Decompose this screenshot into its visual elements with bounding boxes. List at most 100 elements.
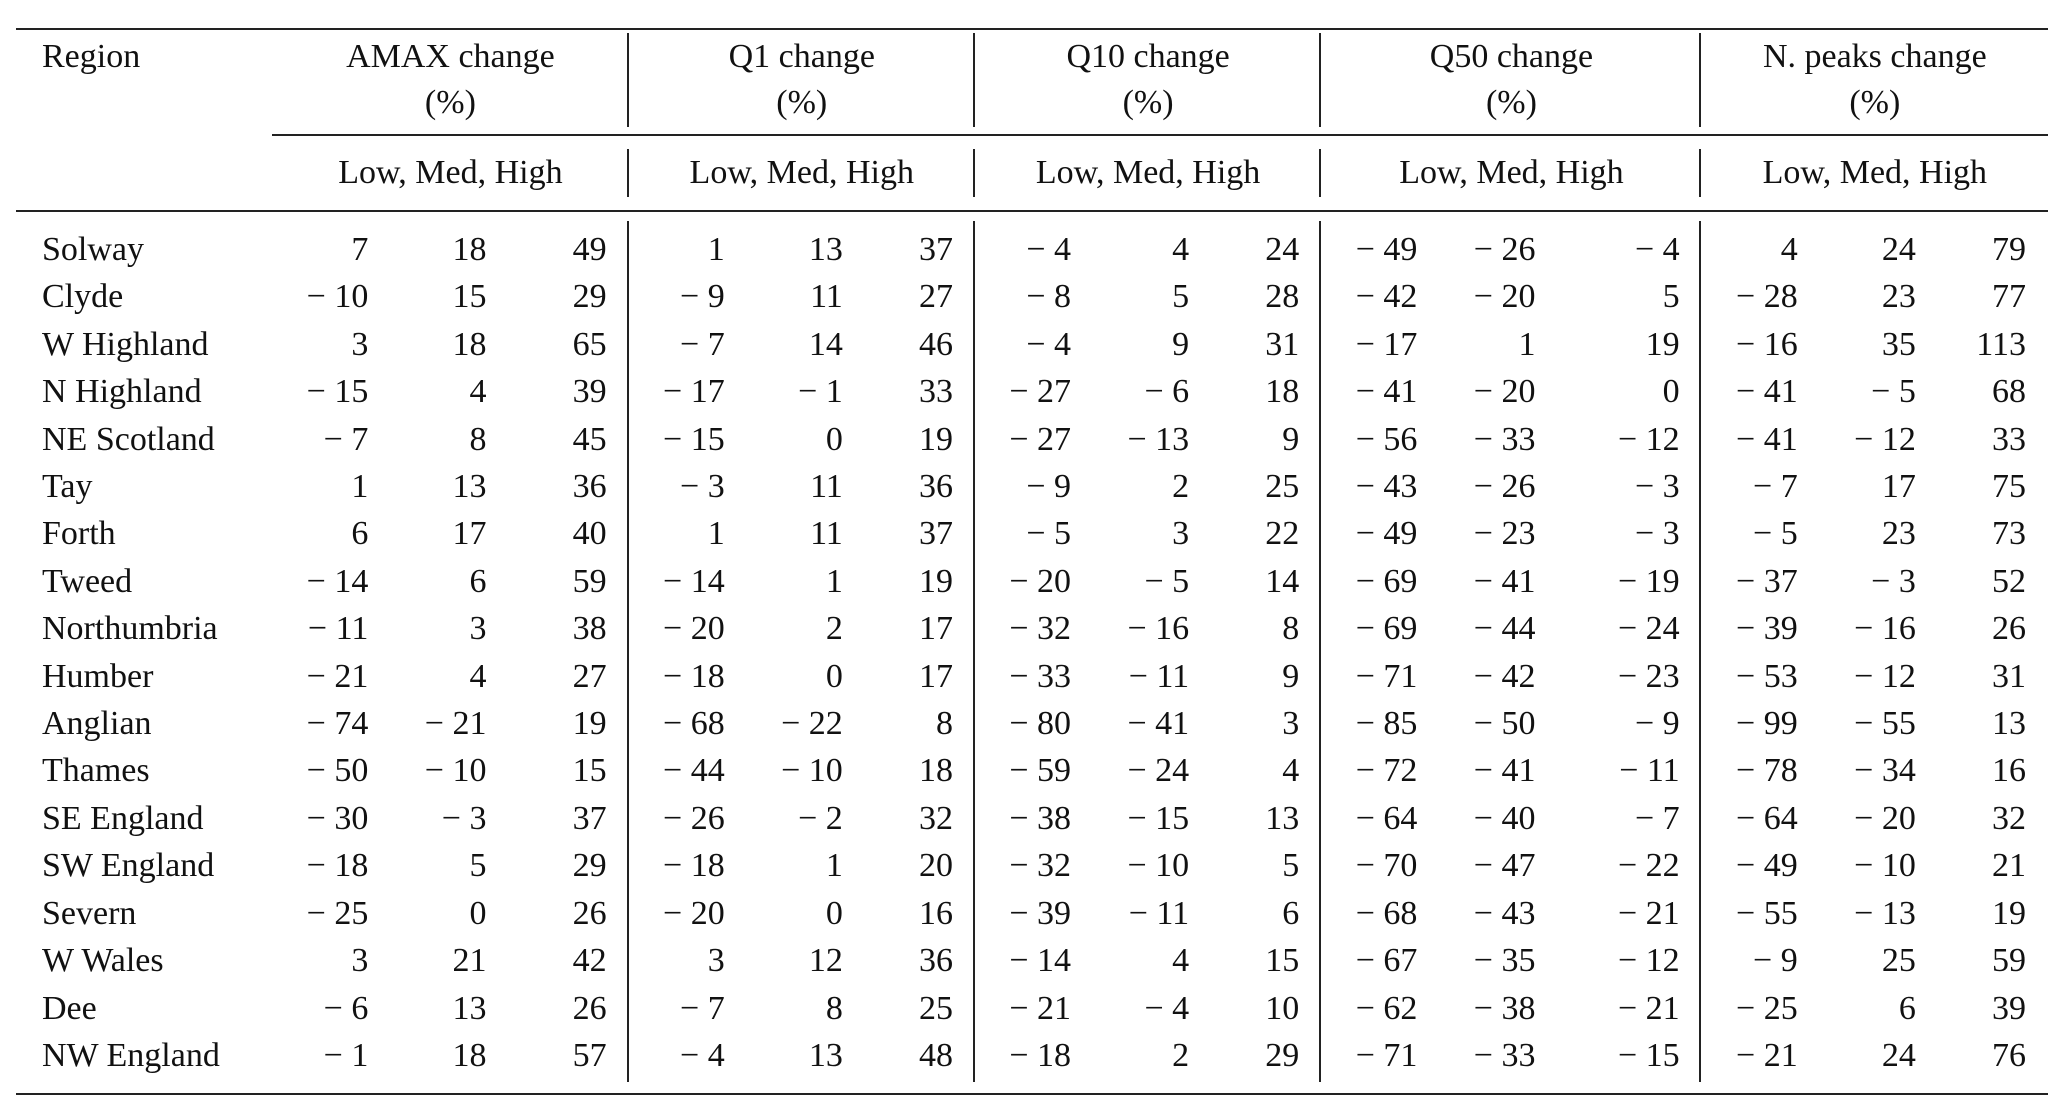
value-cell: 21	[1992, 847, 2026, 885]
value-cell: 31	[1992, 657, 2026, 695]
value-cell: 26	[572, 989, 607, 1027]
value-cell: − 69	[1355, 610, 1418, 648]
value-cell: 14	[1265, 562, 1300, 600]
value-cell: 3	[351, 325, 369, 363]
value-cell: − 7	[1634, 799, 1680, 837]
value-cell: − 33	[1473, 420, 1536, 458]
value-cell: − 12	[1617, 942, 1680, 980]
value-cell: 32	[1992, 799, 2026, 837]
value-cell: 32	[918, 799, 953, 837]
value-cell: − 12	[1854, 657, 1916, 695]
value-cell: 2	[1172, 1036, 1190, 1074]
value-cell: − 5	[1871, 373, 1916, 411]
value-cell: − 21	[1009, 989, 1072, 1027]
value-cell: 3	[707, 942, 725, 980]
value-cell: − 13	[1127, 420, 1190, 458]
value-cell: 15	[1265, 942, 1300, 980]
value-cell: − 15	[306, 373, 369, 411]
value-cell: 38	[572, 610, 607, 648]
subheader-q10: Low, Med, High	[1035, 154, 1261, 191]
group-header-q1: Q1 change (%)	[628, 29, 975, 136]
table-body: Solway 7 18 49 1 13 37− 4 4 24− 49− 26− 4 4 24 79 Cl…	[16, 211, 2048, 1095]
value-cell: − 23	[1617, 657, 1680, 695]
group-header-unit: (%)	[776, 84, 828, 121]
value-cell: 68	[1992, 373, 2026, 411]
group-header-unit: (%)	[1485, 84, 1537, 121]
value-cell: − 85	[1355, 705, 1418, 743]
value-cell: − 17	[1355, 325, 1418, 363]
value-cell: 8	[825, 989, 843, 1027]
value-cell: 18	[918, 752, 953, 790]
value-cell: − 67	[1355, 942, 1418, 980]
value-cell: 13	[452, 989, 487, 1027]
value-cell: − 11	[1128, 894, 1190, 932]
value-cell: − 14	[663, 562, 725, 600]
value-cell: 25	[1265, 468, 1300, 506]
value-cell: − 35	[1473, 942, 1536, 980]
subheader-npeaks: Low, Med, High	[1762, 154, 1988, 191]
value-cell: 5	[1172, 278, 1190, 316]
value-cell: 13	[452, 468, 487, 506]
value-cell: 73	[1992, 515, 2026, 553]
value-cell: − 71	[1355, 657, 1418, 695]
value-cell: − 22	[1617, 847, 1680, 885]
column-group-separator	[1319, 149, 1321, 197]
value-cell: − 7	[680, 989, 725, 1027]
value-cell: − 33	[1473, 1036, 1536, 1074]
value-cell: 48	[918, 1036, 953, 1074]
value-cell: − 24	[1617, 610, 1680, 648]
value-cell: − 78	[1736, 752, 1798, 790]
value-cell: − 23	[1473, 515, 1536, 553]
value-cell: 65	[572, 325, 607, 363]
value-cell: 36	[572, 468, 607, 506]
value-cell: 0	[825, 894, 843, 932]
value-cell: 59	[572, 562, 607, 600]
region-cell: SE England	[42, 799, 204, 837]
value-cell: − 7	[1753, 468, 1798, 506]
value-cell: − 9	[1634, 705, 1680, 743]
region-cell: Northumbria	[42, 610, 218, 648]
value-cell: 15	[452, 278, 487, 316]
value-cell: − 3	[1634, 468, 1680, 506]
value-cell: − 72	[1355, 752, 1418, 790]
region-cell: Clyde	[42, 278, 124, 316]
value-cell: − 41	[1736, 420, 1798, 458]
value-cell: − 50	[1473, 705, 1536, 743]
value-cell: 6	[1898, 989, 1916, 1027]
value-cell: − 8	[1026, 278, 1072, 316]
value-cell: − 18	[663, 847, 725, 885]
value-cell: − 64	[1736, 799, 1798, 837]
value-cell: − 6	[323, 989, 369, 1027]
value-cell: − 80	[1009, 705, 1072, 743]
value-cell: − 18	[1009, 1036, 1072, 1074]
value-cell: − 1	[798, 373, 843, 411]
value-cell: − 10	[1127, 847, 1190, 885]
value-cell: 2	[825, 610, 843, 648]
value-cell: − 44	[1473, 610, 1536, 648]
group-header-npeaks: N. peaks change (%)	[1701, 29, 2048, 136]
value-cell: 15	[572, 752, 607, 790]
value-cell: 25	[918, 989, 953, 1027]
value-cell: 3	[469, 610, 487, 648]
value-cell: 21	[452, 942, 487, 980]
value-cell: − 3	[1871, 562, 1916, 600]
value-cell: 49	[572, 231, 607, 268]
value-cell: − 13	[1854, 894, 1916, 932]
value-cell: − 20	[1854, 799, 1916, 837]
value-cell: − 20	[1473, 373, 1536, 411]
value-cell: − 32	[1009, 610, 1072, 648]
subheader-amax: Low, Med, High	[338, 154, 563, 191]
value-cell: − 4	[1026, 325, 1072, 363]
column-group-separator	[1699, 149, 1701, 197]
value-cell: 31	[1265, 325, 1300, 363]
group-header-title: AMAX change	[346, 38, 555, 75]
value-cell: − 20	[1009, 562, 1072, 600]
value-cell: 23	[1881, 278, 1916, 316]
value-cell: − 47	[1473, 847, 1536, 885]
value-cell: 39	[572, 373, 607, 411]
value-cell: − 4	[1634, 231, 1680, 268]
region-header: Region	[42, 38, 141, 75]
region-cell: SW England	[42, 847, 215, 885]
value-cell: − 64	[1355, 799, 1418, 837]
value-cell: − 12	[1617, 420, 1680, 458]
